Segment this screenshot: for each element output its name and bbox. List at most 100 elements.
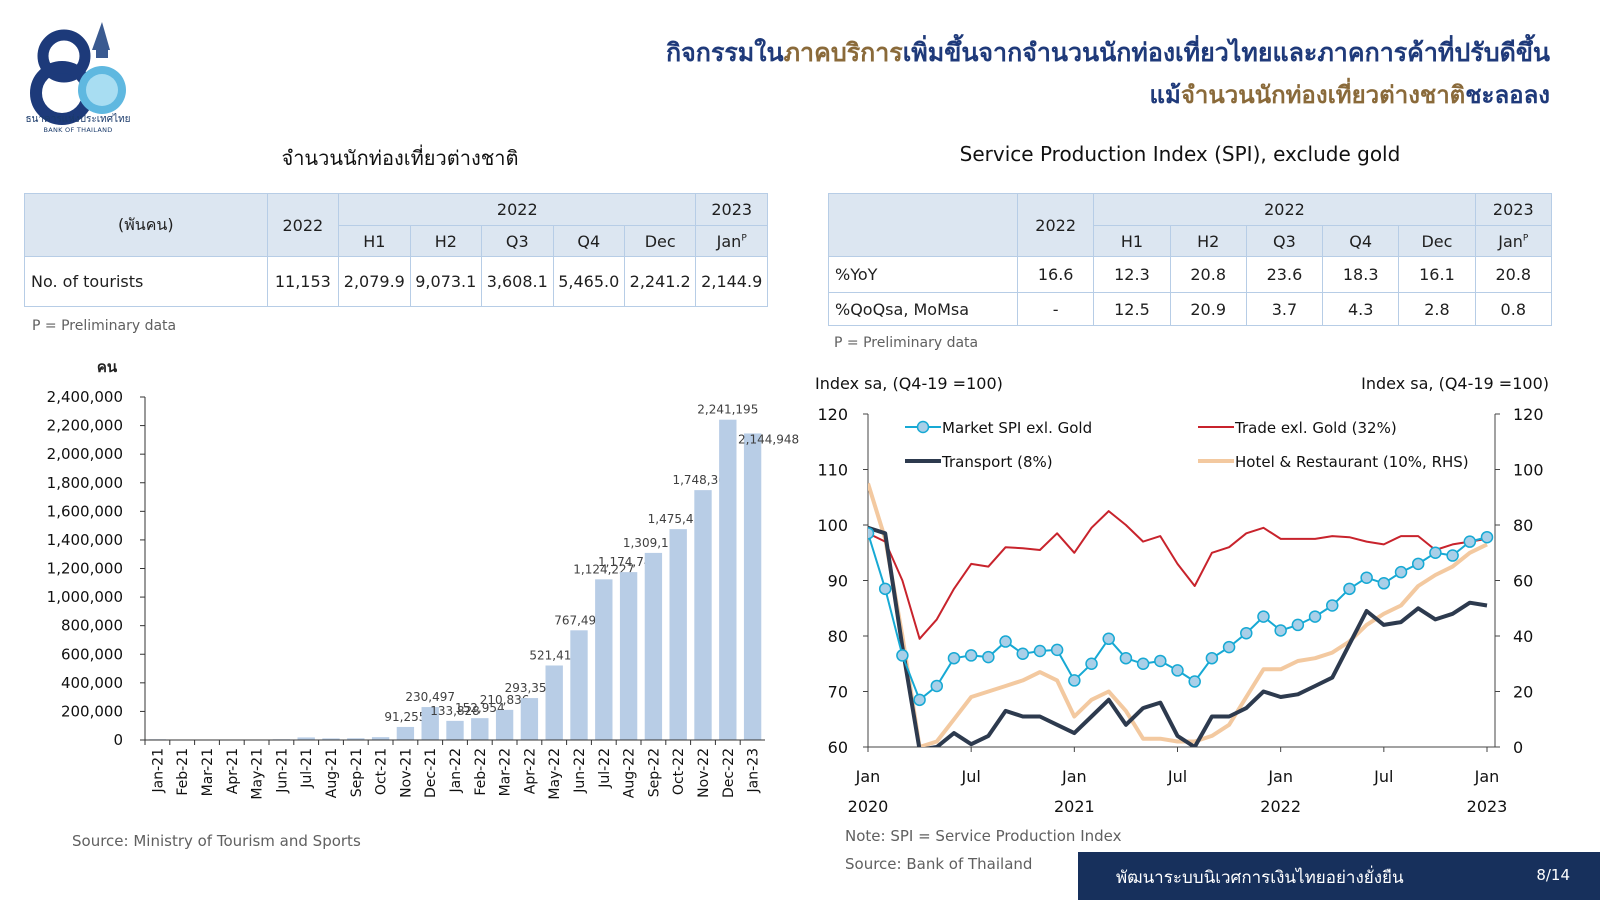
series-marker <box>1171 664 1184 677</box>
x-tick-year: 2020 <box>848 797 889 816</box>
title-line-1: กิจกรรมในภาคบริการเพิ่มขึ้นจากจำนวนนักท่… <box>666 32 1550 74</box>
bar-data-label: 230,497 <box>405 690 455 704</box>
x-tick-label: Jan-22 <box>448 748 464 793</box>
series-marker <box>1222 640 1236 654</box>
blank-header <box>828 193 1018 257</box>
bar-data-label: 210,836 <box>480 693 530 707</box>
x-tick-label: Nov-21 <box>398 748 414 798</box>
sub-q4: Q4 <box>552 225 625 257</box>
bar <box>297 737 315 740</box>
left-tick-label: 70 <box>828 683 848 702</box>
series-marker <box>1016 647 1029 661</box>
bar-data-label: 2,144,948 <box>738 432 799 446</box>
spi-table: 2022 2022 2023 H1 H2 Q3 Q4 Dec JanP %YoY… <box>828 193 1553 326</box>
series-marker <box>982 650 995 664</box>
bar <box>694 490 712 740</box>
bank-name-th: ธนาคารแห่งประเทศไทย <box>25 114 131 125</box>
y-tick-label: 0 <box>113 731 123 749</box>
x-tick-month: Jan <box>1061 767 1087 786</box>
cell: 20.8 <box>1169 256 1247 293</box>
x-tick-year: 2022 <box>1260 797 1301 816</box>
series-marker <box>913 693 926 707</box>
series-marker <box>878 582 892 596</box>
sub-dec: Dec <box>623 225 697 257</box>
title-part: เพิ่มขึ้นจากจำนวนนักท่องเที่ยวไทยและภาคก… <box>902 38 1550 67</box>
cell: 12.3 <box>1093 256 1171 293</box>
row-label: %QoQsa, MoMsa <box>828 292 1018 326</box>
cell: 16.1 <box>1398 256 1476 293</box>
bar <box>396 726 415 740</box>
cell: 20.9 <box>1169 292 1247 326</box>
title-highlight: ภาคบริการ <box>783 38 903 67</box>
sub-jan: JanP <box>1474 225 1553 257</box>
series-marker <box>1308 610 1322 623</box>
x-tick-label: May-22 <box>547 748 563 800</box>
x-tick-month: Jan <box>1474 767 1500 786</box>
spi-line-chart: Index sa, (Q4-19 =100) Index sa, (Q4-19 =… <box>815 374 1549 816</box>
left-tick-label: 100 <box>817 516 848 535</box>
series-marker <box>1136 657 1150 670</box>
series-marker <box>1188 675 1201 688</box>
x-tick-label: May-21 <box>250 748 266 800</box>
series-marker <box>868 527 875 540</box>
cell: 2,144.9 <box>695 256 768 307</box>
y-axis-title: คน <box>97 358 118 376</box>
bar-data-label: 1,475,430 <box>648 512 709 526</box>
x-tick-label: Aug-21 <box>324 748 340 798</box>
series-marker <box>1119 651 1133 665</box>
right-table-note: P = Preliminary data <box>834 335 979 351</box>
bar <box>669 529 687 740</box>
line-chart-note: Note: SPI = Service Production Index <box>845 827 1122 845</box>
sub-q3: Q3 <box>1245 225 1324 257</box>
series-marker <box>1240 626 1253 640</box>
series-marker <box>999 635 1012 648</box>
bar-data-label: 1,748,366 <box>672 473 733 487</box>
series-marker <box>947 651 961 665</box>
bar-data-label: 1,309,115 <box>623 536 684 550</box>
tourists-bar-chart: คน 0 200,000 400,000 600,000 800,000 1,000,000… <box>47 358 799 800</box>
x-tick-label: Oct-22 <box>671 748 687 795</box>
y-tick-label: 400,000 <box>61 674 123 692</box>
cell: 2,241.2 <box>623 256 697 307</box>
series-marker <box>1033 644 1047 658</box>
cell: 3,608.1 <box>481 256 554 307</box>
bar <box>595 579 613 740</box>
title-part: ชะลอลง <box>1465 81 1550 109</box>
x-tick-label: Sep-21 <box>349 748 365 797</box>
x-tick-month: Jan <box>855 767 881 786</box>
bar-data-label: 767,497 <box>554 613 604 627</box>
bar-data-label: 1,174,743 <box>598 555 659 569</box>
series-marker <box>964 649 978 662</box>
right-tick-label: 0 <box>1513 738 1523 757</box>
series-marker <box>1291 618 1305 632</box>
series-marker <box>1411 557 1425 571</box>
sub-q4: Q4 <box>1322 225 1400 257</box>
legend-label: Transport (8%) <box>941 453 1053 471</box>
cell: 23.6 <box>1245 256 1324 293</box>
preliminary-mark: P <box>741 233 747 244</box>
left-tick-label: 110 <box>817 461 848 480</box>
series-marker <box>1446 549 1459 562</box>
series-marker <box>1463 535 1477 548</box>
x-tick-year: 2021 <box>1054 797 1095 816</box>
x-tick-label: Sep-22 <box>646 748 662 797</box>
left-axis-title: Index sa, (Q4-19 =100) <box>815 374 1003 393</box>
series-marker <box>896 649 909 662</box>
x-tick-month: Jan <box>1267 767 1293 786</box>
group-2023: 2023 <box>695 193 768 226</box>
y-tick-label: 2,400,000 <box>47 388 123 406</box>
cell: 11,153 <box>266 256 340 307</box>
cell: - <box>1016 292 1095 326</box>
sub-h2: H2 <box>1169 225 1247 257</box>
bar <box>421 707 439 740</box>
bank-of-thailand-logo <box>30 22 126 125</box>
left-tick-label: 80 <box>828 627 848 646</box>
y-tick-label: 800,000 <box>61 617 123 635</box>
logo-caption: ธนาคารแห่งประเทศไทย BANK OF THAILAND <box>14 114 142 136</box>
title-part: แม้ <box>1149 81 1181 109</box>
title-highlight: จำนวนนักท่องเที่ยวต่างชาติ <box>1180 81 1466 109</box>
tourists-table: (พันคน) 2022 2022 2023 H1 H2 Q3 Q4 Dec J… <box>24 193 768 307</box>
y-tick-label: 200,000 <box>61 702 123 720</box>
sub-h2: H2 <box>409 225 483 257</box>
series-marker <box>1102 632 1115 646</box>
